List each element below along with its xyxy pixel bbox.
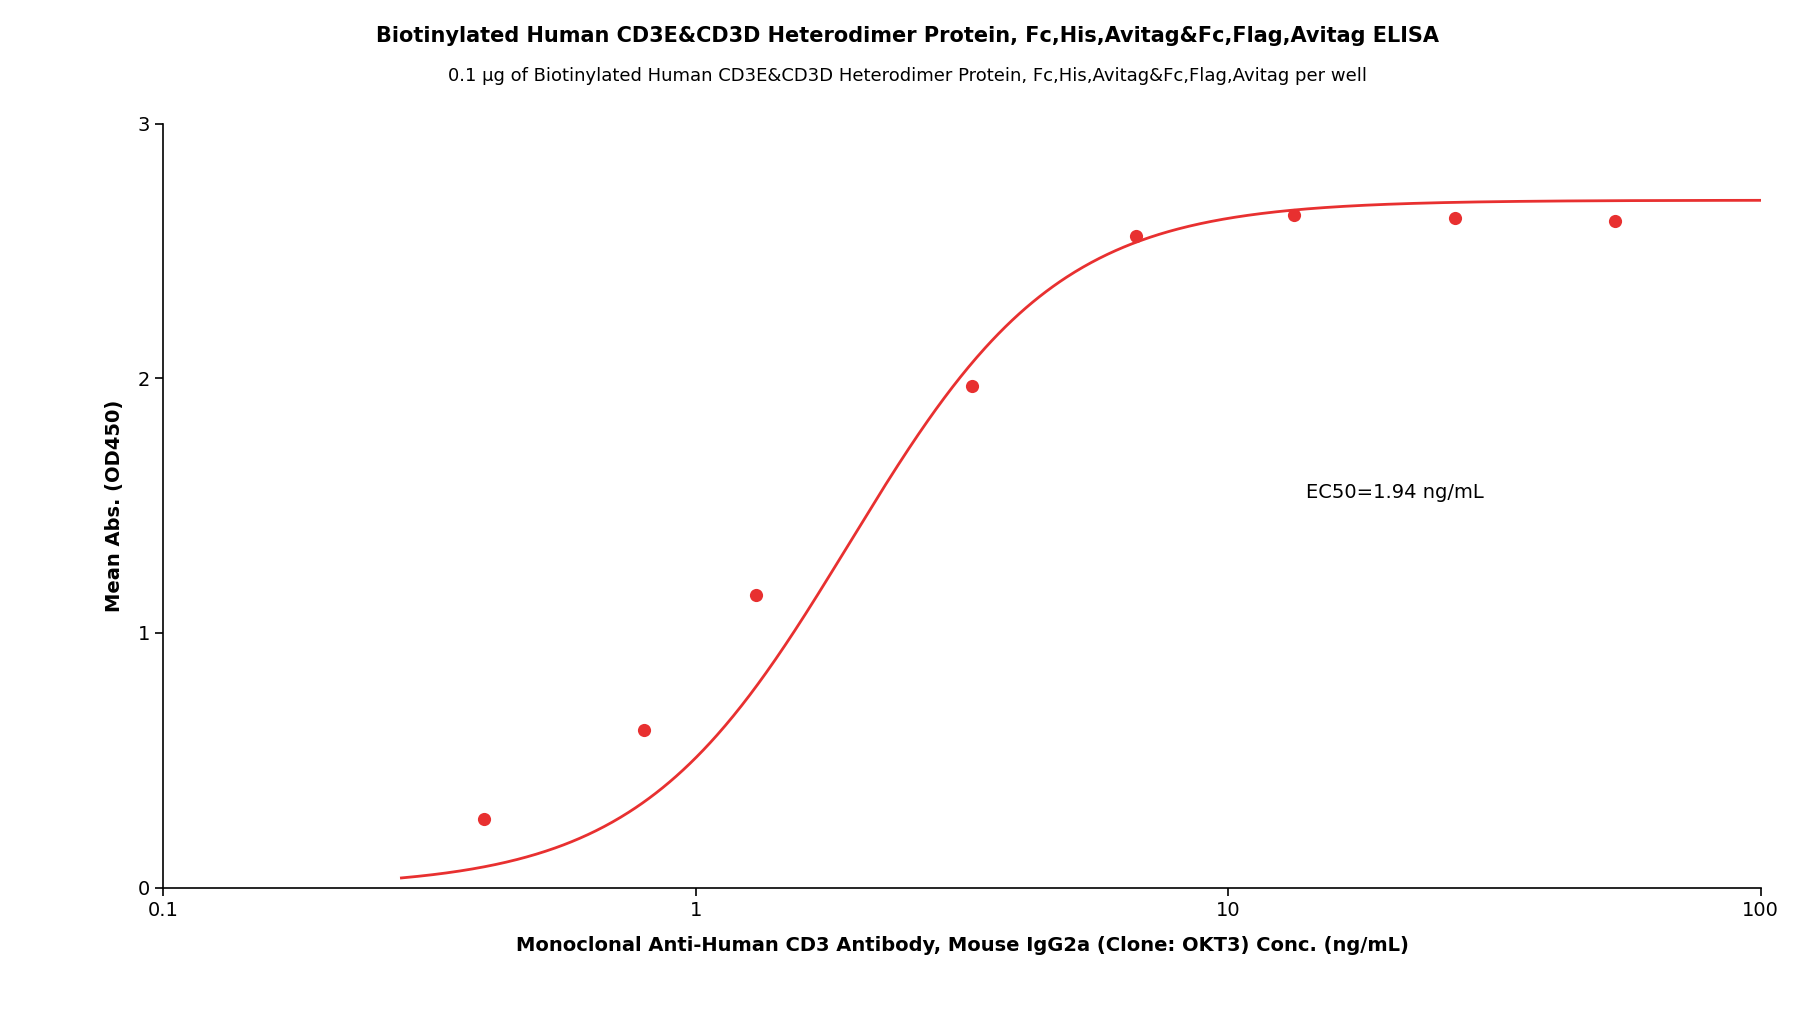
Text: EC50=1.94 ng/mL: EC50=1.94 ng/mL — [1306, 483, 1482, 503]
Point — [1600, 213, 1629, 229]
Text: 0.1 μg of Biotinylated Human CD3E&CD3D Heterodimer Protein, Fc,His,Avitag&Fc,Fla: 0.1 μg of Biotinylated Human CD3E&CD3D H… — [448, 67, 1366, 85]
Y-axis label: Mean Abs. (OD450): Mean Abs. (OD450) — [105, 399, 123, 612]
Point — [1279, 207, 1308, 224]
Point — [1121, 228, 1150, 245]
X-axis label: Monoclonal Anti-Human CD3 Antibody, Mouse IgG2a (Clone: OKT3) Conc. (ng/mL): Monoclonal Anti-Human CD3 Antibody, Mous… — [515, 936, 1408, 956]
Point — [1440, 209, 1469, 226]
Point — [629, 721, 658, 738]
Point — [956, 378, 985, 394]
Point — [742, 586, 771, 603]
Point — [470, 810, 499, 827]
Text: Biotinylated Human CD3E&CD3D Heterodimer Protein, Fc,His,Avitag&Fc,Flag,Avitag E: Biotinylated Human CD3E&CD3D Heterodimer… — [375, 26, 1439, 45]
